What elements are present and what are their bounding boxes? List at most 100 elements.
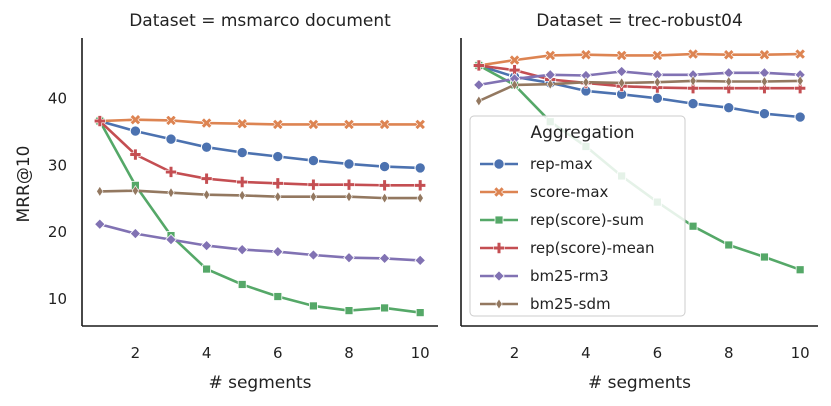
x-tick-label: 8 <box>724 344 734 362</box>
series-rep-max <box>473 59 806 123</box>
data-point-bm25-sdm <box>725 75 733 88</box>
legend-title: Aggregation <box>530 123 634 143</box>
data-point-rep-score-sum <box>795 265 805 275</box>
x-tick-label: 10 <box>791 344 810 362</box>
data-point-rep-max <box>165 133 177 145</box>
data-point-score-max <box>272 118 284 130</box>
data-point-bm25-sdm <box>345 191 353 203</box>
data-point-bm25-sdm <box>618 77 626 89</box>
series-score-max <box>473 48 806 72</box>
data-point-rep-score-mean <box>378 179 391 192</box>
data-point-bm25-sdm <box>131 185 139 197</box>
data-point-bm25-sdm <box>416 192 424 204</box>
x-axis-label: # segments <box>208 373 311 393</box>
data-point-bm25-sdm <box>96 185 104 197</box>
legend-entry-rep-score-mean: rep(score)-mean <box>480 239 655 257</box>
data-point-rep-score-sum <box>415 308 425 318</box>
data-point-score-max <box>580 49 592 61</box>
data-point-bm25-sdm <box>510 79 519 91</box>
legend-label: bm25-rm3 <box>530 267 609 285</box>
data-point-rep-score-sum <box>273 292 283 301</box>
legend-marker <box>493 158 505 170</box>
series-line-bm25-rm3 <box>99 222 421 262</box>
data-point-bm25-sdm <box>274 191 282 203</box>
panel-msmarco-document: Dataset = msmarco document 2 4 6 8 10 10 20 30 40… <box>48 11 438 393</box>
legend: Aggregation rep-max score-max rep(score)-su… <box>469 115 686 317</box>
data-point-rep-score-sum <box>724 240 734 250</box>
data-point-score-max <box>544 49 556 62</box>
series-line-rep-score-mean <box>98 120 421 187</box>
data-point-bm25-sdm <box>309 191 317 203</box>
data-point-rep-score-mean <box>414 179 426 192</box>
data-point-bm25-rm3 <box>473 79 485 91</box>
data-point-rep-max <box>272 150 284 163</box>
y-axis-label: MRR@10 <box>14 146 34 223</box>
data-point-rep-score-mean <box>722 82 735 95</box>
x-tick-label: 2 <box>510 344 520 362</box>
y-tick-label: 20 <box>48 223 67 241</box>
series-line-rep-max <box>478 64 801 119</box>
data-point-score-max <box>794 48 806 60</box>
data-point-score-max <box>307 118 319 130</box>
series-line-bm25-sdm <box>478 79 801 103</box>
series-line-score-max <box>478 52 801 67</box>
data-point-rep-score-mean <box>165 166 177 178</box>
data-point-rep-max <box>343 158 355 170</box>
series-bm25-sdm <box>96 185 424 204</box>
x-tick-label: 8 <box>344 344 354 362</box>
legend-marker <box>493 270 505 282</box>
data-point-score-max <box>201 117 213 129</box>
data-point-bm25-sdm <box>381 192 389 204</box>
y-tick-label: 10 <box>48 290 67 308</box>
data-point-score-max <box>616 49 628 62</box>
data-point-rep-max <box>236 146 248 159</box>
data-point-rep-max <box>794 111 806 123</box>
data-point-bm25-rm3 <box>272 245 284 258</box>
data-point-rep-score-sum <box>308 301 318 311</box>
data-point-rep-score-sum <box>344 306 354 315</box>
data-point-rep-score-mean <box>94 115 106 127</box>
data-point-rep-score-mean <box>129 148 142 161</box>
data-point-bm25-sdm <box>796 75 804 87</box>
data-point-bm25-rm3 <box>343 251 355 264</box>
data-point-bm25-sdm <box>689 75 697 87</box>
x-tick-label: 10 <box>411 344 430 362</box>
series-line-score-max <box>99 118 421 126</box>
data-point-bm25-sdm <box>167 187 175 199</box>
data-point-score-max <box>758 49 771 61</box>
data-point-rep-score-mean <box>687 82 699 95</box>
data-point-score-max <box>651 49 663 62</box>
data-point-bm25-sdm <box>203 189 211 201</box>
series-score-max <box>94 114 426 130</box>
data-point-rep-score-sum <box>202 264 212 274</box>
data-point-rep-max <box>129 125 142 137</box>
data-point-score-max <box>379 118 391 130</box>
data-point-rep-max <box>200 141 213 153</box>
legend-entry-rep-score-sum: rep(score)-sum <box>480 211 644 229</box>
series-rep-score-mean <box>94 115 426 192</box>
legend-marker <box>493 242 505 254</box>
data-point-bm25-rm3 <box>236 243 248 256</box>
data-point-score-max <box>343 118 355 130</box>
data-point-score-max <box>508 54 521 66</box>
data-point-score-max <box>236 118 248 130</box>
series-line-bm25-rm3 <box>478 70 801 87</box>
legend-label: rep(score)-mean <box>530 239 655 257</box>
data-point-bm25-sdm <box>475 95 483 107</box>
data-point-bm25-rm3 <box>307 249 320 261</box>
data-point-score-max <box>165 114 177 126</box>
data-point-score-max <box>687 48 699 60</box>
data-point-bm25-sdm <box>582 76 590 88</box>
data-point-rep-score-mean <box>758 82 771 95</box>
data-point-rep-score-mean <box>272 177 284 190</box>
series-line-rep-score-sum <box>98 120 421 314</box>
data-point-rep-score-sum <box>688 221 698 231</box>
legend-marker <box>493 186 505 198</box>
data-point-bm25-rm3 <box>378 252 391 265</box>
data-point-score-max <box>414 118 426 130</box>
x-tick-label: 4 <box>202 344 212 362</box>
panel-title: Dataset = trec-robust04 <box>536 11 743 31</box>
data-point-rep-score-sum <box>380 303 390 313</box>
x-tick-label: 6 <box>653 344 663 362</box>
